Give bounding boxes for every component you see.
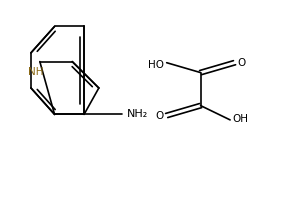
Text: NH₂: NH₂: [127, 109, 148, 119]
Text: O: O: [237, 58, 245, 68]
Text: NH: NH: [28, 67, 43, 77]
Text: OH: OH: [232, 114, 248, 124]
Text: HO: HO: [148, 60, 164, 70]
Text: O: O: [155, 110, 163, 121]
